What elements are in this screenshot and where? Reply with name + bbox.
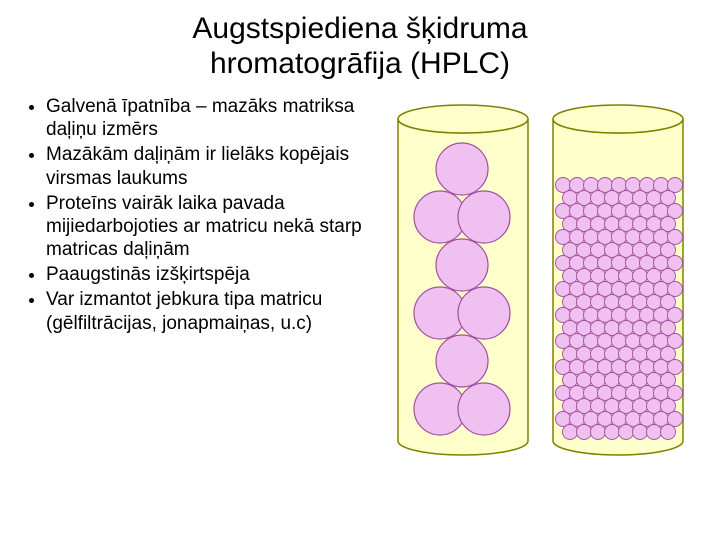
list-item: Proteīns vairāk laika pavada mijiedarboj… [46,192,378,262]
list-item: Mazākām daļiņām ir lielāks kopējais virs… [46,143,378,189]
chromatography-diagram [378,95,702,495]
columns-svg [378,95,698,495]
slide-body: Galvenā īpatnība – mazāks matriksa daļiņ… [0,87,720,495]
slide: Augstspiediena šķidruma hromatogrāfija (… [0,0,720,540]
title-line-2: hromatogrāfija (HPLC) [210,47,510,80]
title-line-1: Augstspiediena šķidruma [192,12,527,45]
list-item: Paaugstinās izšķirtspēja [46,263,378,286]
list-item: Var izmantot jebkura tipa matricu (gēlfi… [46,288,378,334]
list-item: Galvenā īpatnība – mazāks matriksa daļiņ… [46,95,378,141]
bullet-list: Galvenā īpatnība – mazāks matriksa daļiņ… [18,95,378,495]
slide-title: Augstspiediena šķidruma hromatogrāfija (… [0,0,720,87]
